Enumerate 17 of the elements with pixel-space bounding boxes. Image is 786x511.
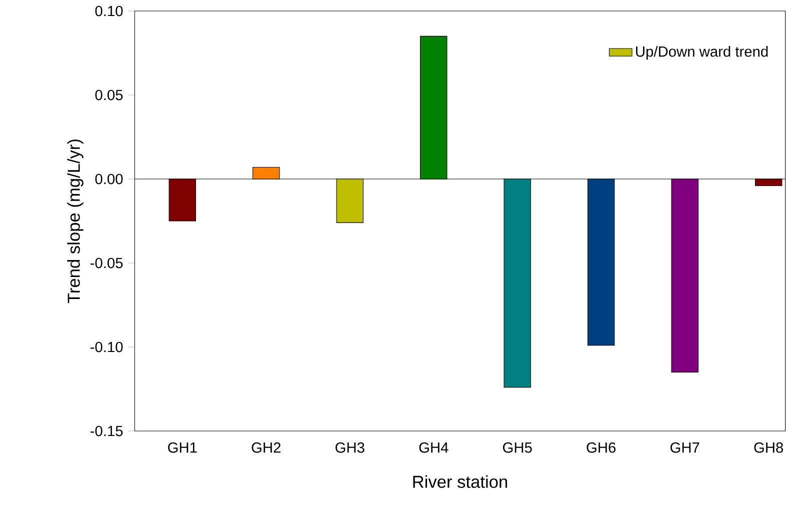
y-tick-label: -0.15 (90, 426, 123, 436)
x-tick-label: GH8 (754, 442, 784, 453)
x-tick-label: GH2 (252, 442, 280, 453)
x-tick-label: GH7 (670, 442, 700, 453)
x-tick-label: GH3 (336, 442, 364, 453)
y-tick-label: 0.05 (95, 90, 123, 100)
x-tick-label: GH5 (503, 442, 532, 453)
y-tick-label: 0.00 (95, 174, 123, 184)
x-tick-label: GH4 (419, 442, 448, 453)
y-tick-label: -0.05 (90, 258, 123, 268)
x-tick-label: GH6 (586, 442, 616, 453)
y-axis-title: Trend slope (mg/L/yr) (67, 140, 84, 304)
y-tick-label: 0.10 (95, 6, 123, 16)
x-axis-title: River station (413, 475, 508, 488)
legend-label: Up/Down ward trend (636, 46, 768, 60)
y-tick-label: -0.10 (90, 342, 123, 352)
x-tick-label: GH1 (168, 442, 197, 453)
